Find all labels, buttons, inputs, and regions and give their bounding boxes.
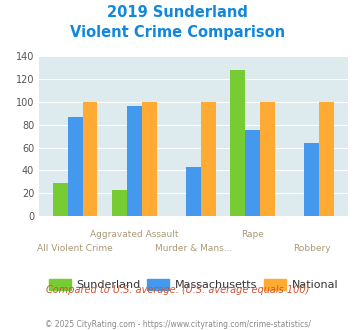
Bar bbox=[112, 190, 127, 216]
Bar bbox=[142, 102, 157, 216]
Legend: Sunderland, Massachusetts, National: Sunderland, Massachusetts, National bbox=[44, 275, 343, 294]
Text: Aggravated Assault: Aggravated Assault bbox=[90, 230, 179, 239]
Bar bbox=[260, 102, 275, 216]
Text: All Violent Crime: All Violent Crime bbox=[37, 244, 113, 253]
Bar bbox=[230, 70, 245, 216]
Bar bbox=[68, 117, 83, 216]
Bar bbox=[53, 183, 68, 216]
Text: Compared to U.S. average. (U.S. average equals 100): Compared to U.S. average. (U.S. average … bbox=[46, 285, 309, 295]
Text: 2019 Sunderland: 2019 Sunderland bbox=[107, 5, 248, 20]
Bar bbox=[245, 130, 260, 216]
Text: Rape: Rape bbox=[241, 230, 264, 239]
Bar bbox=[319, 102, 334, 216]
Bar bbox=[304, 143, 319, 216]
Text: © 2025 CityRating.com - https://www.cityrating.com/crime-statistics/: © 2025 CityRating.com - https://www.city… bbox=[45, 320, 310, 329]
Bar bbox=[186, 167, 201, 216]
Bar bbox=[83, 102, 97, 216]
Text: Robbery: Robbery bbox=[293, 244, 331, 253]
Bar bbox=[127, 106, 142, 216]
Text: Violent Crime Comparison: Violent Crime Comparison bbox=[70, 25, 285, 40]
Bar bbox=[201, 102, 215, 216]
Text: Murder & Mans...: Murder & Mans... bbox=[155, 244, 232, 253]
